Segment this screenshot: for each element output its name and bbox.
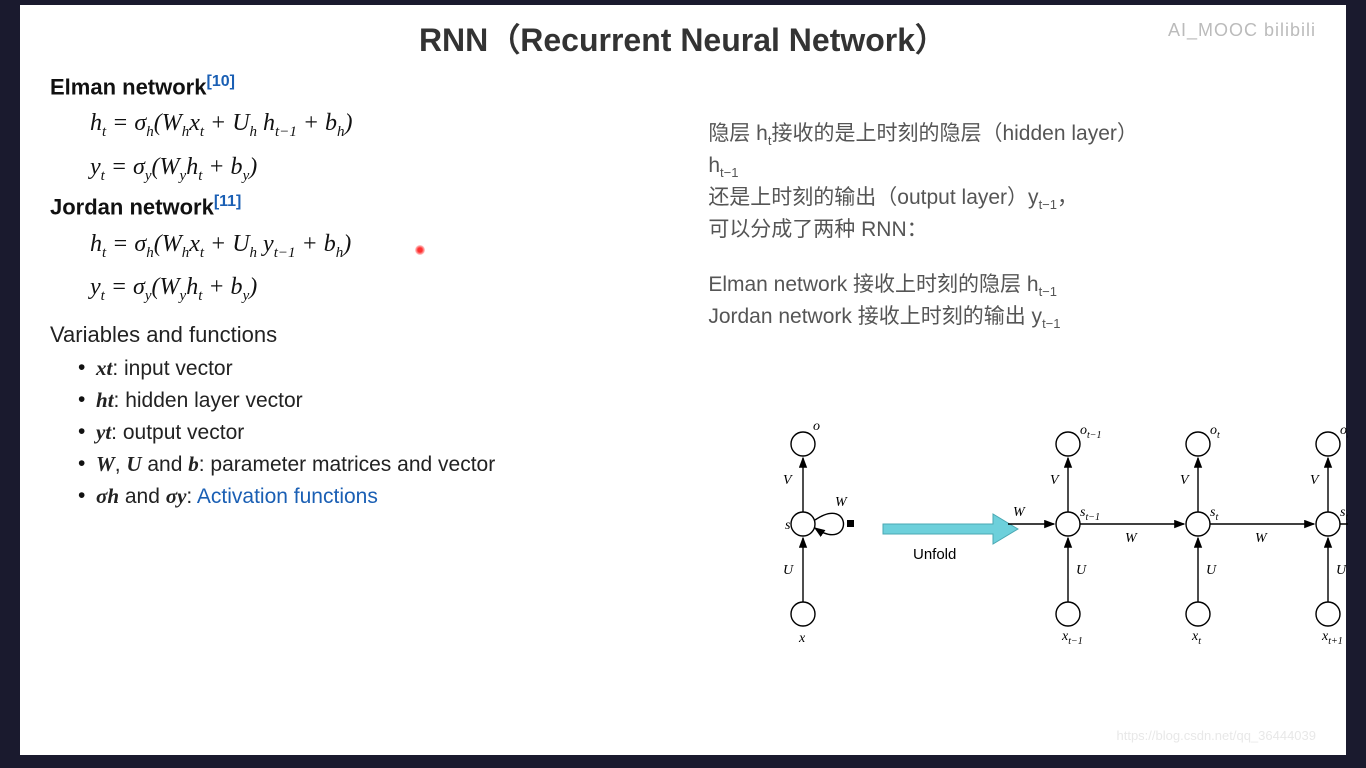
svg-text:W: W [1013, 505, 1026, 520]
variable-item: W, U and b: parameter matrices and vecto… [78, 452, 708, 477]
svg-text:o: o [813, 419, 820, 434]
svg-text:U: U [783, 563, 794, 578]
svg-text:xt−1: xt−1 [1061, 629, 1083, 647]
svg-text:V: V [1180, 473, 1190, 488]
jordan-heading: Jordan network[11] [50, 193, 708, 220]
svg-text:V: V [1050, 473, 1060, 488]
svg-text:xt+1: xt+1 [1321, 629, 1343, 647]
variable-item: yt: output vector [78, 420, 708, 445]
elman-eq2: yt = σy(Wyht + by) [90, 150, 708, 188]
svg-text:ot−1: ot−1 [1080, 423, 1102, 441]
jordan-eq2: yt = σy(Wyht + by) [90, 270, 708, 308]
explanation-text: 隐层 ht接收的是上时刻的隐层（hidden layer） ht−1 还是上时刻… [708, 119, 1316, 334]
variable-item: ht: hidden layer vector [78, 388, 708, 413]
watermark-url: https://blog.csdn.net/qq_36444039 [1117, 728, 1317, 743]
svg-text:Unfold: Unfold [913, 546, 956, 563]
svg-text:U: U [1206, 563, 1217, 578]
jordan-cite: [11] [214, 193, 242, 210]
svg-text:st: st [1210, 505, 1218, 523]
variable-item: xt: input vector [78, 356, 708, 381]
svg-text:ot+1: ot+1 [1340, 423, 1348, 441]
slide-title: RNN（Recurrent Neural Network） [50, 15, 1316, 61]
svg-text:W: W [1125, 531, 1138, 546]
right-column: 隐层 ht接收的是上时刻的隐层（hidden layer） ht−1 还是上时刻… [708, 69, 1316, 684]
rnn-unfold-diagram: osxVUWUnfoldWot−1st−1xt−1VUWotstxtVUWot+… [708, 414, 1316, 684]
left-column: Elman network[10] ht = σh(Whxt + Uh ht−1… [50, 69, 708, 684]
svg-text:s: s [785, 518, 791, 533]
svg-text:V: V [1310, 473, 1320, 488]
svg-text:ot: ot [1210, 423, 1220, 441]
svg-text:W: W [1255, 531, 1268, 546]
svg-text:U: U [1076, 563, 1087, 578]
svg-text:U: U [1336, 563, 1347, 578]
variables-heading: Variables and functions [50, 322, 708, 348]
variables-list: xt: input vector ht: hidden layer vector y… [78, 356, 708, 509]
elman-eq1: ht = σh(Whxt + Uh ht−1 + bh) [90, 106, 708, 144]
svg-text:st−1: st−1 [1080, 505, 1100, 523]
svg-text:x: x [798, 631, 806, 646]
diagram-svg: o s x V U W Unfold Wot−1 st−1 xt−1 V U Wot st xt V U Wot+… [708, 414, 1348, 674]
svg-text:xt: xt [1191, 629, 1201, 647]
svg-text:st+1: st+1 [1340, 505, 1348, 523]
svg-text:V: V [783, 473, 793, 488]
slide: AI_MOOC bilibili https://blog.csdn.net/q… [20, 5, 1346, 755]
watermark-ai-mooc: AI_MOOC bilibili [1168, 20, 1316, 41]
jordan-eq1: ht = σh(Whxt + Uh yt−1 + bh) [90, 227, 708, 265]
svg-text:W: W [835, 495, 848, 510]
variable-item: σh and σy: Activation functions [78, 484, 708, 509]
elman-heading: Elman network[10] [50, 73, 708, 100]
elman-cite: [10] [206, 73, 234, 90]
